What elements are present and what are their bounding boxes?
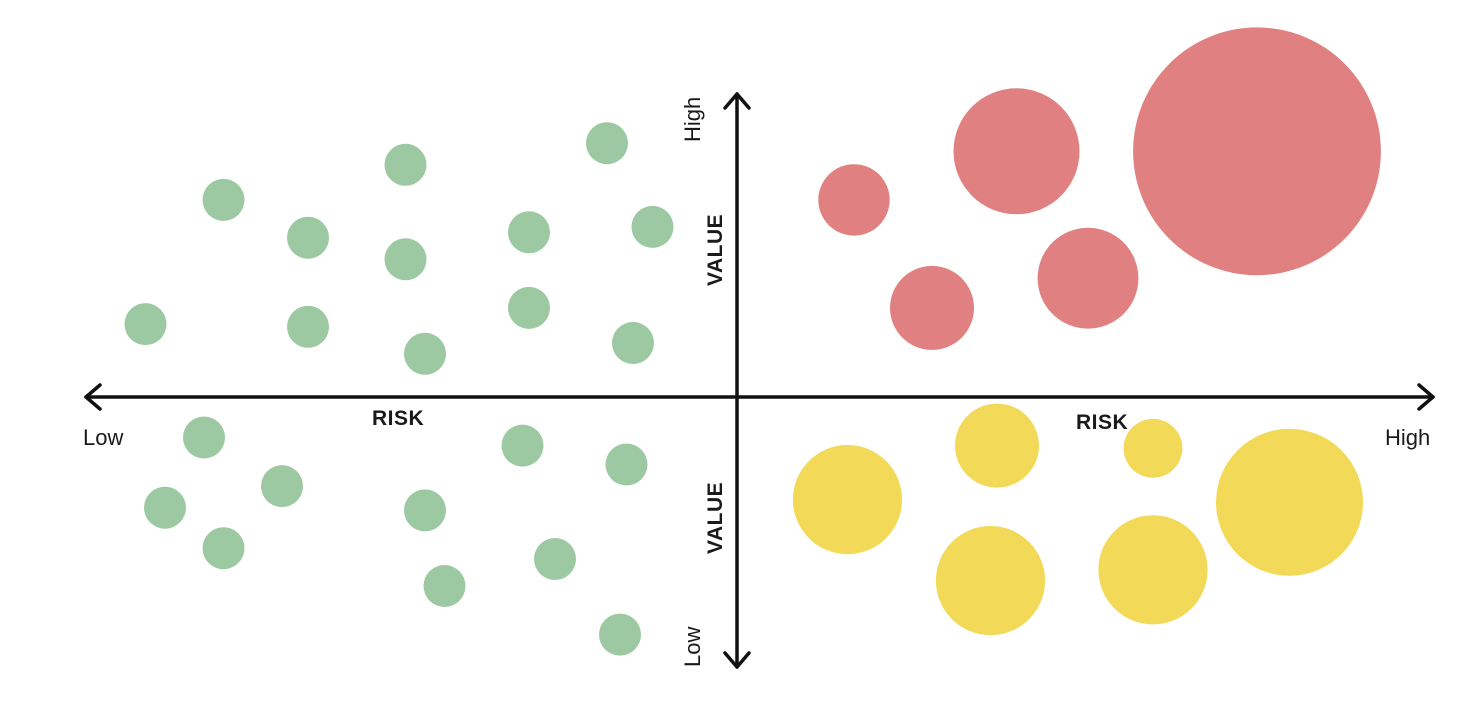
low-risk-bubble-8 [508, 211, 550, 254]
high-risk-high-value-bubble-5 [1133, 27, 1381, 276]
low-risk-bubble-2 [202, 178, 245, 221]
high-risk-low-value-bubble-6 [1216, 428, 1363, 576]
low-risk-bubble-3 [287, 216, 329, 259]
high-risk-high-value-bubble-3 [953, 88, 1080, 215]
low-risk-bubble-10 [586, 122, 628, 165]
x-axis-label-left: RISK [372, 407, 425, 430]
low-risk-bubble-9 [508, 286, 550, 329]
low-risk-bubble-5 [384, 143, 427, 186]
low-risk-bubble-18 [423, 565, 466, 607]
high-risk-low-value-bubble-1 [792, 445, 903, 555]
high-risk-low-value-bubble-2 [955, 403, 1039, 488]
y-axis-label-top: VALUE [704, 213, 727, 286]
low-risk-bubble-22 [599, 613, 641, 656]
low-risk-bubble-20 [534, 538, 576, 580]
x-axis-low-label: Low [83, 425, 124, 450]
low-risk-bubble-11 [631, 205, 674, 248]
low-risk-bubble-16 [261, 465, 303, 508]
y-axis-top-arrow-icon [723, 92, 751, 110]
y-axis-bottom-arrow-icon [723, 651, 751, 669]
x-axis-high-label: High [1385, 425, 1431, 450]
low-risk-bubble-4 [287, 305, 329, 348]
low-risk-bubble-19 [501, 424, 544, 467]
low-risk-bubble-1 [124, 303, 167, 346]
low-risk-bubble-7 [404, 332, 446, 375]
low-risk-bubble-14 [144, 486, 186, 529]
low-risk-bubble-13 [183, 416, 225, 459]
low-risk-bubble-6 [384, 238, 427, 281]
y-axis-label-bottom: VALUE [704, 481, 727, 554]
axes [84, 92, 1435, 669]
low-risk-bubble-15 [202, 527, 245, 570]
x-axis-right-arrow-icon [1417, 383, 1435, 411]
x-axis-left-arrow-icon [84, 383, 102, 411]
high-risk-high-value-bubble-2 [890, 265, 974, 350]
bubble-layer [124, 27, 1381, 656]
high-risk-low-value-bubble-5 [1098, 515, 1208, 625]
y-axis-high-label: High [680, 96, 705, 142]
low-risk-bubble-21 [605, 443, 648, 486]
high-risk-high-value-bubble-4 [1037, 227, 1139, 329]
x-axis-label-right: RISK [1076, 411, 1129, 434]
high-risk-low-value-bubble-4 [1123, 418, 1183, 478]
low-risk-bubble-12 [612, 322, 654, 364]
high-risk-low-value-bubble-3 [935, 526, 1046, 636]
low-risk-bubble-17 [404, 489, 446, 532]
high-risk-high-value-bubble-1 [818, 164, 890, 236]
y-axis-low-label: Low [680, 626, 705, 667]
